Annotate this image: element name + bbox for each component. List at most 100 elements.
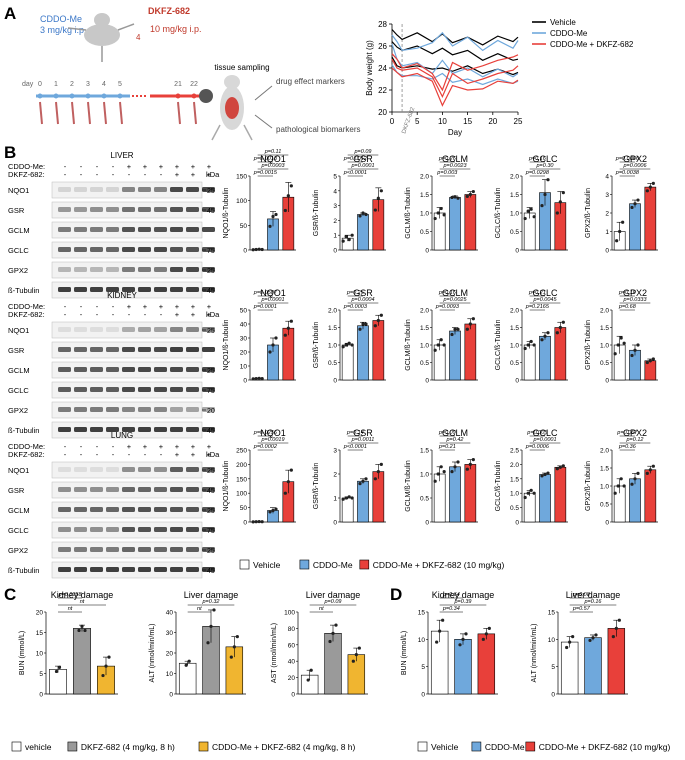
blot-band [122, 487, 135, 492]
data-point [257, 376, 261, 380]
blot-band [202, 207, 215, 212]
data-point [344, 235, 348, 239]
data-point [648, 185, 652, 189]
arrow-up [254, 85, 273, 101]
data-point [271, 214, 275, 219]
pvalue-label: p=0.64 [442, 592, 460, 598]
tissue-label: KIDNEY [107, 291, 137, 300]
bar [454, 639, 472, 695]
bar-chart: GSR012345GSR/ß-Tubulinp<0.0001p=0.0001p=… [313, 149, 386, 255]
data-point [309, 668, 313, 672]
timeline-day-label: 21 [174, 81, 182, 88]
data-point [561, 191, 565, 195]
data-point [268, 510, 272, 514]
blot-band [138, 547, 151, 552]
blot-band [202, 367, 215, 372]
cddo-row-label: CDDO-Me: [8, 442, 45, 451]
data-point [645, 189, 649, 193]
chart-title: GSR [353, 288, 373, 298]
blot-band [154, 527, 167, 532]
data-point [271, 343, 275, 347]
pvalue-label: p=0.16 [584, 599, 603, 605]
pvalue-label: p=0.11 [264, 149, 282, 155]
data-point [619, 336, 623, 340]
data-point [465, 327, 469, 331]
cddo-sign: + [143, 302, 148, 311]
data-point [373, 208, 377, 212]
dkfz-sign: - [112, 450, 115, 459]
data-point [373, 324, 377, 328]
data-point [433, 216, 437, 221]
blot-band [122, 367, 135, 372]
data-point [260, 247, 264, 252]
bar-chart: Liver damage 0 10 20 30 40 ALT (nmol/min/mL) nt… [149, 590, 246, 699]
data-point [257, 247, 261, 251]
y-tick-label: 20 [166, 651, 174, 658]
blot-band [106, 327, 119, 332]
y-axis-label: NQO1/ß-Tubulin [223, 187, 230, 238]
blot-protein-label: GCLM [8, 366, 30, 375]
cddo-sign: + [191, 442, 196, 451]
bar [584, 637, 602, 695]
bar-chart: GSR00.51.01.52.0GSR/ß-Tubulinp=0.0003p=0… [313, 288, 386, 385]
y-tick-label: 24 [378, 64, 387, 73]
pvalue-label: p=0.0006 [622, 163, 647, 169]
bar [539, 474, 551, 523]
y-tick-label: 2.0 [328, 308, 337, 315]
y-tick-label: 1 [333, 233, 337, 240]
data-point [341, 239, 345, 243]
dkfz-sign: - [80, 450, 83, 459]
blot-band [154, 227, 167, 232]
y-axis-label: GCLC/ß-Tubulin [495, 461, 502, 512]
cddo-sign: - [64, 442, 67, 451]
y-tick-label: 0.5 [328, 360, 337, 367]
blot-band [58, 387, 71, 392]
blot-band [74, 427, 87, 432]
dkfz-dose: 10 mg/kg i.p. [150, 24, 202, 34]
data-point [57, 665, 62, 669]
syringe-icon [103, 101, 107, 125]
pvalue-label: p=0.0045 [532, 297, 557, 303]
marker-label: 45 [207, 288, 215, 295]
blot-band [154, 487, 167, 492]
y-tick-label: 0.5 [510, 229, 519, 236]
blot-band [170, 567, 183, 572]
bar-chart: Liver damage 0 20 40 60 80 100 AST (nmol/min/mL… [271, 590, 368, 699]
blot-band [122, 247, 135, 252]
data-point [543, 192, 547, 197]
y-axis-label: GSR/ß-Tubulin [313, 463, 320, 510]
chart-title: GCLM [442, 288, 468, 298]
y-tick-label: 0.5 [510, 505, 519, 512]
data-point [274, 336, 278, 340]
data-point [289, 319, 293, 323]
y-tick-label: 10 [240, 364, 248, 371]
pvalue-label: nt [319, 606, 324, 612]
blot-band [74, 347, 87, 352]
blot-band [202, 407, 215, 412]
blot-band [186, 227, 199, 232]
timeline-day-label: 5 [118, 81, 122, 88]
cddo-sign: - [64, 162, 67, 171]
data-point [615, 239, 619, 243]
data-point [532, 491, 536, 495]
data-point [442, 470, 446, 474]
arrow-down [254, 114, 273, 129]
dkfz-sign: - [160, 310, 163, 319]
legend-label: Vehicle [431, 742, 459, 752]
blot-band [202, 547, 215, 552]
data-point [376, 470, 380, 474]
data-point [468, 462, 472, 466]
chart-title: GPX2 [623, 154, 647, 164]
cddo-sign: - [80, 442, 83, 451]
blot-band [170, 407, 183, 412]
blot-band [170, 367, 183, 372]
pvalue-label: p=0.0507 [253, 290, 278, 296]
data-point [484, 632, 488, 636]
blot-protein-label: NQO1 [8, 186, 29, 195]
data-point [464, 632, 468, 636]
blot-band [154, 507, 167, 512]
dkfz-sign: - [128, 450, 131, 459]
blot-band [74, 247, 87, 252]
kda-label: kDa [206, 310, 220, 319]
